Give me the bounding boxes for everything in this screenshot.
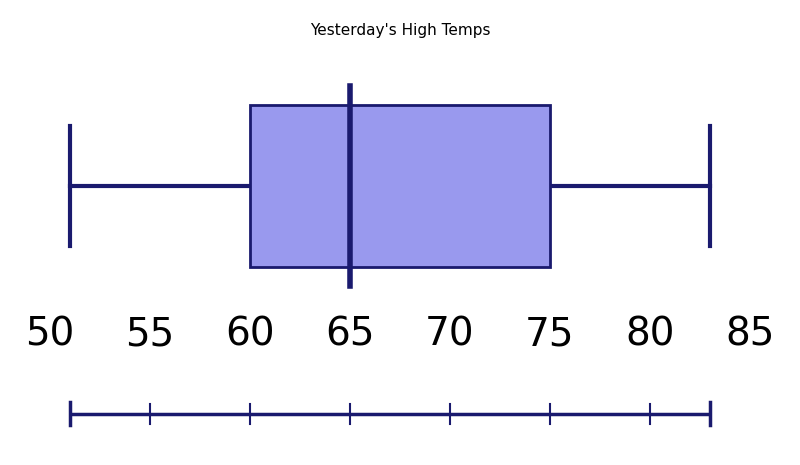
Bar <box>250 105 550 267</box>
Text: 75: 75 <box>526 316 574 354</box>
Text: 70: 70 <box>425 316 475 354</box>
Text: 85: 85 <box>726 316 774 354</box>
Text: 80: 80 <box>626 316 674 354</box>
Text: 55: 55 <box>126 316 174 354</box>
Text: 60: 60 <box>225 316 275 354</box>
Text: 65: 65 <box>326 316 374 354</box>
Text: Yesterday's High Temps: Yesterday's High Temps <box>310 23 490 38</box>
Text: 50: 50 <box>26 316 74 354</box>
